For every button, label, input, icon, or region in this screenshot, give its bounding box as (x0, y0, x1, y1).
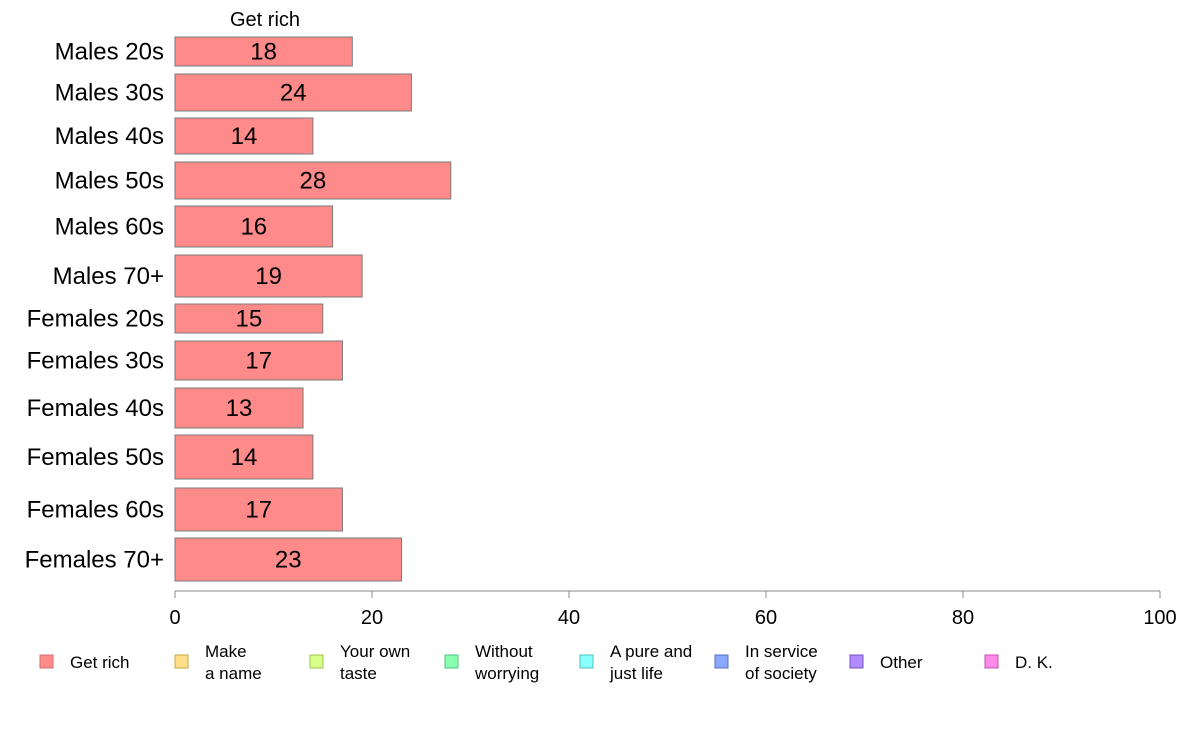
bar-value-label: 23 (275, 547, 302, 574)
category-label: Males 60s (55, 214, 164, 241)
category-label: Females 50s (27, 444, 164, 471)
legend-swatch (309, 654, 324, 669)
legend-label: just life (609, 664, 663, 683)
bar (174, 254, 363, 298)
bar (174, 117, 314, 155)
category-label: Females 60s (27, 497, 164, 524)
legend-item: Your own taste (309, 642, 410, 683)
legend-swatch (714, 654, 729, 669)
x-tick-label: 40 (558, 607, 580, 629)
bar (174, 73, 412, 112)
bars-layer: Males 20s 18 Males 30s 24 Males 40s 14 Males 5… (25, 36, 452, 582)
bar (174, 487, 343, 532)
legend-item: Get rich (39, 653, 130, 672)
bar-value-label: 17 (245, 348, 272, 375)
bar-value-label: 18 (250, 39, 277, 66)
legend-label: Your own (340, 642, 410, 661)
legend-swatch (984, 654, 999, 669)
legend-label: A pure and (610, 642, 692, 661)
category-label: Females 30s (27, 348, 164, 375)
legend-item: D. K. (984, 653, 1053, 672)
category-label: Females 20s (27, 306, 164, 333)
legend-label: Without (475, 642, 533, 661)
category-label: Males 20s (55, 39, 164, 66)
bar (174, 434, 314, 480)
bar-value-label: 24 (280, 80, 307, 107)
column-title: Get rich (230, 9, 300, 31)
legend-label: Make (205, 642, 247, 661)
x-tick-label: 60 (755, 607, 777, 629)
bar-value-label: 14 (231, 444, 258, 471)
bar (174, 340, 343, 381)
bar-value-label: 19 (255, 263, 282, 290)
bar-value-label: 13 (226, 395, 253, 422)
bar (174, 537, 403, 582)
category-label: Males 40s (55, 123, 164, 150)
legend-item: In service of society (714, 642, 818, 683)
bar-value-label: 16 (240, 214, 267, 241)
category-label: Males 70+ (53, 263, 164, 290)
bar-value-label: 14 (231, 123, 258, 150)
x-tick-label: 100 (1143, 607, 1176, 629)
legend-item: Without worrying (444, 642, 539, 683)
legend-swatch (39, 654, 54, 669)
legend-label: In service (745, 642, 818, 661)
bar (174, 387, 304, 429)
legend-label: of society (745, 664, 817, 683)
bar (174, 205, 334, 248)
legend-item: A pure and just life (579, 642, 692, 683)
category-label: Males 30s (55, 80, 164, 107)
legend-label: D. K. (1015, 653, 1053, 672)
bar-value-label: 28 (300, 168, 327, 195)
category-label: Females 70+ (25, 547, 164, 574)
legend-item: Other (849, 653, 923, 672)
bar-value-label: 15 (236, 306, 263, 333)
legend-item: Make a name (174, 642, 262, 683)
x-tick-label: 0 (169, 607, 180, 629)
legend-label: Get rich (70, 653, 130, 672)
category-label: Males 50s (55, 168, 164, 195)
bar (174, 303, 324, 334)
legend-swatch (174, 654, 189, 669)
legend-swatch (849, 654, 864, 669)
x-tick-label: 20 (361, 607, 383, 629)
category-label: Females 40s (27, 395, 164, 422)
legend-swatch (579, 654, 594, 669)
bar-value-label: 17 (245, 497, 272, 524)
legend-label: taste (340, 664, 377, 683)
x-tick-label: 80 (952, 607, 974, 629)
legend: Get rich Make a name Your own taste Without wo… (39, 642, 1053, 683)
legend-label: worrying (474, 664, 539, 683)
legend-label: Other (880, 653, 923, 672)
x-axis: 0 20 40 60 80 100 (169, 590, 1177, 629)
legend-swatch (444, 654, 459, 669)
legend-label: a name (205, 664, 262, 683)
bar (174, 161, 452, 200)
bar (174, 36, 353, 67)
